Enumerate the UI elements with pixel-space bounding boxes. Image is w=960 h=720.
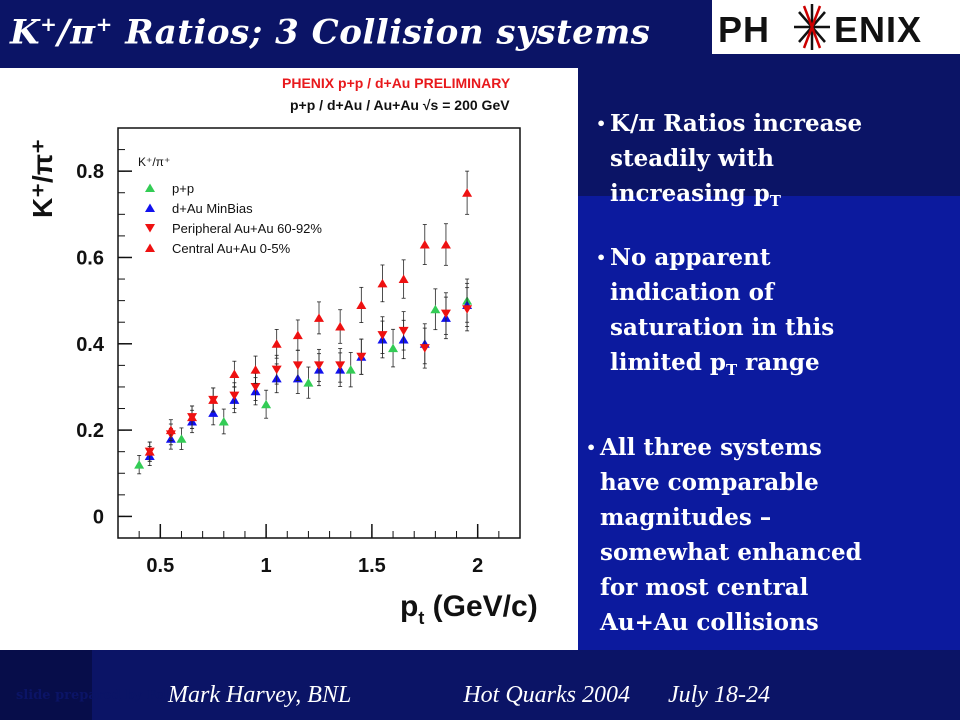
legend-marker	[145, 243, 155, 252]
data-point	[250, 382, 261, 392]
data-point	[229, 391, 240, 401]
data-point	[229, 369, 240, 378]
logo-text-left: PH	[718, 9, 770, 50]
data-point	[250, 365, 261, 374]
data-point	[187, 412, 198, 422]
plot-frame	[117, 127, 521, 539]
y-axis-label: K⁺/π⁺	[27, 139, 58, 218]
bullet-2: • No apparent indication of saturation in…	[596, 240, 834, 388]
data-point	[430, 304, 441, 314]
data-point	[292, 330, 303, 340]
data-point	[440, 240, 451, 249]
footer-corner	[0, 650, 92, 720]
data-point	[462, 188, 473, 197]
data-point	[356, 300, 367, 309]
data-point	[271, 365, 282, 375]
data-point	[208, 408, 219, 417]
data-point	[388, 343, 399, 353]
data-point	[377, 331, 388, 340]
kpi-ratio-chart: PHENIX p+p / d+Au PRELIMINARY p+p / d+Au…	[27, 75, 538, 628]
data-point	[398, 274, 409, 284]
credit-text: slide prepared by Felix Matathias	[16, 688, 260, 703]
bullet-dot: •	[596, 248, 607, 267]
data-point	[218, 416, 229, 426]
data-point	[314, 361, 324, 370]
data-point	[271, 339, 282, 348]
footer-author: Mark Harvey, BNL	[168, 682, 352, 708]
slide-title: K+/π+ Ratios; 3 Collision systems	[10, 12, 651, 53]
footer: Mark Harvey, BNL Hot Quarks 2004 July 18…	[168, 682, 770, 709]
data-point	[440, 309, 451, 319]
footer-date: July 18-24	[667, 682, 770, 708]
data-point	[419, 240, 430, 249]
x-tick-label: 0.5	[146, 555, 174, 577]
logo-starburst-icon	[794, 4, 830, 50]
data-point	[176, 434, 187, 443]
x-axis-label: pt (GeV/c)	[400, 590, 538, 628]
bullet-1: • K/π Ratios increase steadily with incre…	[596, 106, 862, 219]
data-point	[345, 365, 356, 374]
bullet-dot: •	[596, 114, 607, 133]
data-point	[165, 425, 176, 435]
chart-subtitle: p+p / d+Au / Au+Au √s = 200 GeV	[290, 97, 510, 113]
bullet-3: • All three systems have comparable magni…	[586, 430, 862, 640]
data-point	[377, 278, 388, 288]
footer-event: Hot Quarks 2004	[463, 682, 630, 708]
y-tick-label: 0.8	[76, 161, 104, 183]
y-tick-label: 0	[93, 506, 104, 528]
legend-label: p+p	[172, 181, 194, 196]
legend-marker	[145, 203, 155, 212]
data-point	[303, 378, 314, 387]
x-tick-label: 1.5	[358, 555, 386, 577]
x-tick-label: 1	[261, 555, 272, 577]
data-point	[335, 322, 346, 331]
data-point	[356, 352, 367, 362]
data-point	[462, 305, 473, 314]
legend-label: d+Au MinBias	[172, 201, 253, 216]
data-point	[292, 361, 303, 370]
plot-panel: PHENIX p+p / d+Au PRELIMINARY p+p / d+Au…	[0, 68, 578, 703]
footer-band	[0, 650, 960, 720]
bullet-dot: •	[586, 438, 597, 457]
data-point	[134, 460, 145, 469]
y-tick-label: 0.4	[76, 334, 105, 356]
data-point	[398, 326, 409, 336]
y-tick-label: 0.6	[76, 247, 104, 269]
x-tick-label: 2	[472, 555, 483, 577]
data-point	[335, 361, 346, 370]
y-tick-label: 0.2	[76, 420, 104, 442]
legend-marker	[145, 183, 155, 192]
legend-title: K⁺/π⁺	[138, 155, 170, 169]
legend-label: Central Au+Au 0-5%	[172, 241, 291, 256]
data-point	[208, 395, 219, 404]
legend-label: Peripheral Au+Au 60-92%	[172, 221, 322, 236]
logo-text-right: ENIX	[834, 9, 922, 50]
data-point	[419, 344, 430, 353]
data-point	[314, 313, 324, 322]
legend-marker	[145, 224, 155, 233]
data-point	[144, 447, 155, 456]
chart-title: PHENIX p+p / d+Au PRELIMINARY	[282, 75, 511, 91]
data-point	[261, 399, 272, 409]
phenix-logo: PH ENIX	[712, 0, 960, 54]
